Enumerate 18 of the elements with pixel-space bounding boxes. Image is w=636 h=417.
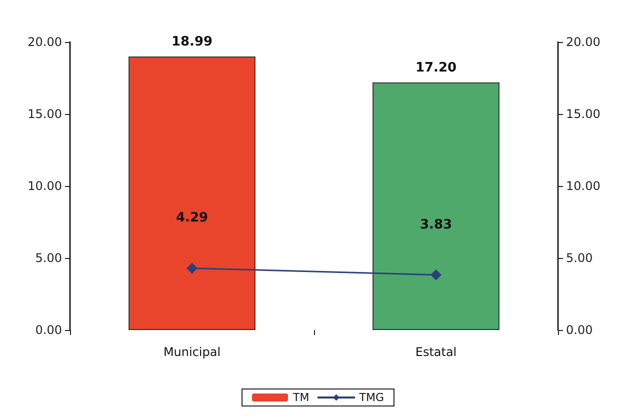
data-label: 4.29 xyxy=(176,210,208,226)
y2-tick-label: 5.00 xyxy=(566,251,593,265)
y-tick-label: 10.00 xyxy=(28,179,62,193)
data-label: 18.99 xyxy=(171,34,213,50)
y-tick-label: 0.00 xyxy=(35,323,62,337)
x-tick-label: Estatal xyxy=(415,345,457,359)
y2-tick-label: 0.00 xyxy=(566,323,593,337)
y-tick-label: 15.00 xyxy=(28,107,62,121)
legend-label: TM xyxy=(292,391,310,404)
y2-tick-label: 15.00 xyxy=(566,107,600,121)
y-tick-label: 20.00 xyxy=(28,35,62,49)
x-tick-label: Municipal xyxy=(163,345,221,359)
y-tick-label: 5.00 xyxy=(35,251,62,265)
data-label: 17.20 xyxy=(415,60,457,76)
legend-label: TMG xyxy=(358,391,384,404)
y2-tick-label: 20.00 xyxy=(566,35,600,49)
data-label: 3.83 xyxy=(420,217,452,232)
y2-tick-label: 10.00 xyxy=(566,179,600,193)
